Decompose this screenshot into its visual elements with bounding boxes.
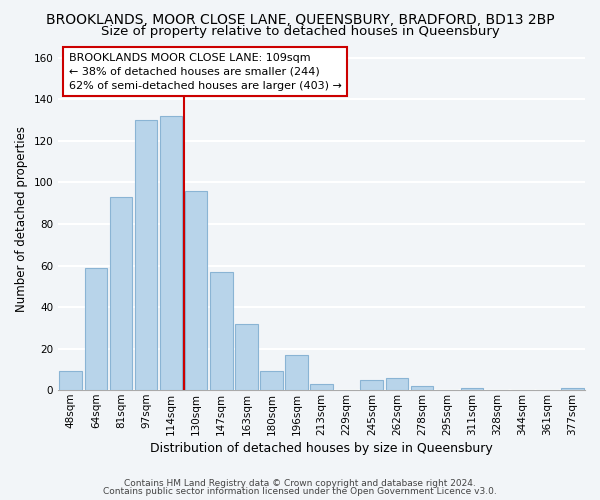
- Bar: [285, 355, 308, 390]
- Y-axis label: Number of detached properties: Number of detached properties: [15, 126, 28, 312]
- Bar: [410, 386, 433, 390]
- Bar: [110, 197, 132, 390]
- Bar: [185, 191, 208, 390]
- Text: BROOKLANDS MOOR CLOSE LANE: 109sqm
← 38% of detached houses are smaller (244)
62: BROOKLANDS MOOR CLOSE LANE: 109sqm ← 38%…: [69, 52, 341, 90]
- Bar: [260, 372, 283, 390]
- Bar: [361, 380, 383, 390]
- Bar: [561, 388, 584, 390]
- Bar: [160, 116, 182, 390]
- Text: BROOKLANDS, MOOR CLOSE LANE, QUEENSBURY, BRADFORD, BD13 2BP: BROOKLANDS, MOOR CLOSE LANE, QUEENSBURY,…: [46, 12, 554, 26]
- Bar: [59, 372, 82, 390]
- Bar: [386, 378, 408, 390]
- Bar: [134, 120, 157, 390]
- Bar: [461, 388, 484, 390]
- Text: Contains HM Land Registry data © Crown copyright and database right 2024.: Contains HM Land Registry data © Crown c…: [124, 478, 476, 488]
- Text: Size of property relative to detached houses in Queensbury: Size of property relative to detached ho…: [101, 25, 499, 38]
- Bar: [210, 272, 233, 390]
- Bar: [85, 268, 107, 390]
- Bar: [235, 324, 257, 390]
- Bar: [310, 384, 333, 390]
- Text: Contains public sector information licensed under the Open Government Licence v3: Contains public sector information licen…: [103, 487, 497, 496]
- X-axis label: Distribution of detached houses by size in Queensbury: Distribution of detached houses by size …: [150, 442, 493, 455]
